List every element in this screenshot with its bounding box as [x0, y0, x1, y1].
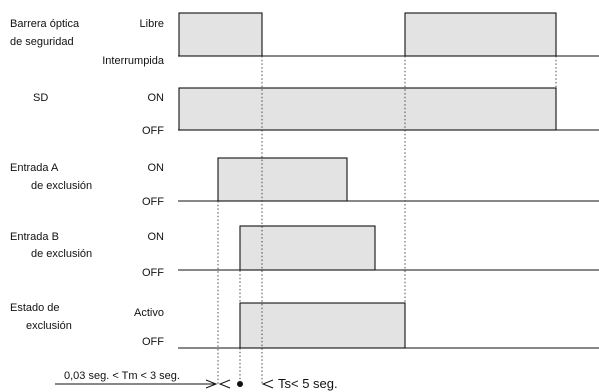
high-state-label: ON [148, 92, 165, 104]
signal-pulse [239, 225, 376, 271]
signal-name: de exclusión [31, 180, 92, 192]
signal-rows: Barrera óptica de seguridad Libre Interrump… [10, 12, 599, 349]
signal-name: Entrada A [10, 162, 59, 174]
signal-name: Entrada B [10, 231, 59, 243]
signal-row: Estado de exclusión Activo OFF [10, 302, 599, 349]
signal-name: de exclusión [31, 248, 92, 260]
low-state-label: OFF [142, 336, 164, 348]
signal-pulse [178, 12, 263, 57]
tm-label: 0,03 seg. < Tm < 3 seg. [64, 370, 180, 382]
signal-pulse [217, 157, 348, 202]
low-state-label: OFF [142, 125, 164, 137]
signal-row: Entrada A de exclusión ON OFF [10, 157, 599, 208]
ts-arrowhead-left [261, 379, 274, 389]
low-state-label: OFF [142, 196, 164, 208]
high-state-label: ON [148, 231, 165, 243]
high-state-label: Libre [140, 18, 164, 30]
signal-pulse [404, 12, 557, 57]
tm-arrowhead-left [218, 379, 231, 389]
signal-row: SD ON OFF [33, 87, 599, 137]
timing-guides [217, 56, 557, 384]
signal-name: exclusión [26, 320, 72, 332]
signal-row: Barrera óptica de seguridad Libre Interrump… [10, 12, 599, 67]
high-state-label: Activo [134, 307, 164, 319]
timing-measurements: 0,03 seg. < Tm < 3 seg. Ts< 5 seg. [55, 370, 338, 391]
tm-arrowhead-right [205, 379, 218, 389]
timing-dot [237, 381, 243, 387]
signal-pulse [239, 302, 406, 349]
low-state-label: OFF [142, 267, 164, 279]
low-state-label: Interrumpida [102, 55, 165, 67]
signal-name: SD [33, 92, 48, 104]
signal-pulse [178, 87, 557, 131]
signal-name: Estado de [10, 302, 60, 314]
ts-label: Ts< 5 seg. [278, 376, 338, 391]
signal-name: Barrera óptica [10, 18, 80, 30]
signal-row: Entrada B de exclusión ON OFF [10, 225, 599, 279]
high-state-label: ON [148, 162, 165, 174]
signal-name: de seguridad [10, 36, 74, 48]
